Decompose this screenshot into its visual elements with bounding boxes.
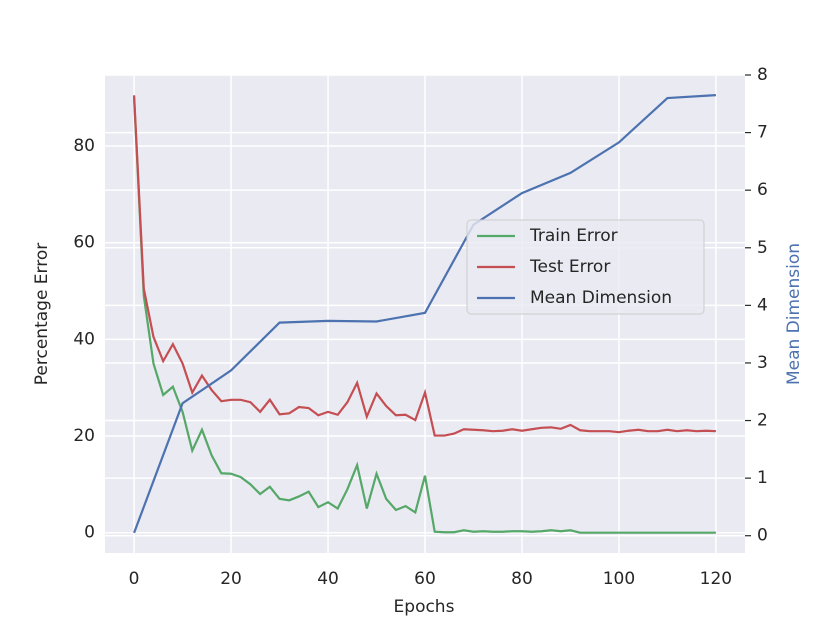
x-tick-label: 0 [129,569,140,589]
y2-tick-label: 4 [757,295,768,315]
y-tick-label: 40 [73,329,95,349]
legend-label: Train Error [529,226,618,246]
y-axis-label: Percentage Error [32,243,52,385]
y-tick-label: 60 [73,233,95,253]
x-tick-label: 40 [317,569,339,589]
y-tick-label: 20 [73,426,95,446]
legend: Train Error Test Error Mean Dimension [466,219,705,315]
x-tick-label: 100 [603,569,635,589]
legend-box [466,219,705,315]
data-line [132,95,716,437]
legend-label: Mean Dimension [530,288,672,308]
y2-axis-label: Mean Dimension [784,243,804,385]
x-tick-label: 120 [700,569,732,589]
legend-label: Test Error [529,257,610,277]
data-line [133,94,716,534]
y2-tick-label: 2 [757,411,768,431]
x-tick-label: 80 [511,569,533,589]
x-tick-label: 20 [220,569,242,589]
y2-tick-label: 8 [757,65,768,85]
x-tick-label: 60 [414,569,436,589]
y2-tick-label: 7 [757,123,768,143]
y2-tick-label: 3 [757,353,768,373]
y-tick-label: 0 [84,523,95,543]
y2-tick-label: 1 [757,468,768,488]
x-axis-label: Epochs [394,597,455,617]
y2-tick-label: 6 [757,180,768,200]
y-tick-label: 80 [73,136,95,156]
y2-tick-label: 5 [757,238,768,258]
y2-tick-label: 0 [757,526,768,546]
data-line [132,97,716,534]
